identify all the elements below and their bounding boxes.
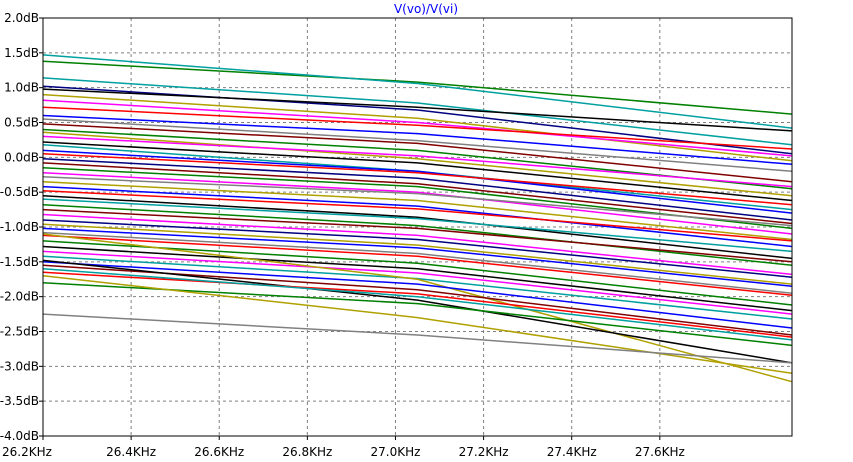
y-tick-label: 1.5dB <box>4 46 39 60</box>
series-line-47 <box>42 275 793 375</box>
series-line-31 <box>42 213 793 276</box>
series-line-26 <box>42 190 793 242</box>
series-line-23 <box>42 176 793 227</box>
series-line-36 <box>42 234 793 297</box>
series-line-37 <box>42 240 793 306</box>
y-tick-label: -3.5dB <box>0 394 39 408</box>
series-line-34 <box>42 227 793 287</box>
series-line-48 <box>42 268 793 341</box>
x-tick-label: 26.8KHz <box>282 445 332 459</box>
y-tick-label: -0.5dB <box>0 185 39 199</box>
y-tick-label: -4.0dB <box>0 429 39 443</box>
x-tick-label: 27.6KHz <box>635 445 685 459</box>
y-tick-label: -1.0dB <box>0 220 39 234</box>
series-line-1 <box>42 60 793 115</box>
x-tick-label: 26.2KHz <box>2 445 52 459</box>
series-line-41 <box>42 233 793 383</box>
series-line-20 <box>42 162 793 225</box>
series-line-11 <box>42 123 793 183</box>
series-line-15 <box>42 141 793 202</box>
series-line-10 <box>42 118 793 173</box>
series-line-6 <box>42 93 793 162</box>
series-line-25 <box>42 185 793 248</box>
y-tick-label: 1.0dB <box>4 81 39 95</box>
series-line-24 <box>42 180 793 241</box>
y-tick-label: -2.5dB <box>0 325 39 339</box>
series-line-7 <box>42 99 793 157</box>
series-line-35 <box>42 231 793 294</box>
series-line-4 <box>42 85 793 155</box>
series-line-27 <box>42 194 793 260</box>
x-axis: 26.2KHz 26.4KHz 26.6KHz 26.8KHz 27.0KHz 27.2K… <box>2 436 685 459</box>
series-line-28 <box>42 198 793 253</box>
y-tick-label: 0.5dB <box>4 116 39 130</box>
y-tick-label: -3.0dB <box>0 359 39 373</box>
y-tick-label: -2.0dB <box>0 290 39 304</box>
series-line-42 <box>42 261 793 329</box>
series-line-5 <box>42 88 793 132</box>
y-tick-label: -1.5dB <box>0 255 39 269</box>
chart-title: V(vo)/V(vi) <box>394 2 458 16</box>
series-line-2 <box>42 54 793 129</box>
series-line-3 <box>42 77 793 146</box>
series-line-29 <box>42 203 793 267</box>
series-line-22 <box>42 171 793 235</box>
series-line-30 <box>42 208 793 263</box>
series-line-33 <box>42 223 793 285</box>
y-tick-label: 2.0dB <box>4 11 39 25</box>
series-line-44 <box>42 259 793 364</box>
series-line-49 <box>42 313 793 364</box>
x-tick-label: 27.0KHz <box>371 445 421 459</box>
series-line-32 <box>42 219 793 278</box>
series-line-13 <box>42 131 793 197</box>
series-line-17 <box>42 149 793 214</box>
series-line-39 <box>42 250 793 315</box>
series-line-46 <box>42 271 793 338</box>
series-layer <box>42 54 793 383</box>
y-tick-label: 0.0dB <box>4 150 39 164</box>
x-tick-label: 26.4KHz <box>106 445 156 459</box>
x-tick-label: 27.4KHz <box>547 445 597 459</box>
x-tick-label: 26.6KHz <box>194 445 244 459</box>
series-line-18 <box>42 153 793 206</box>
series-line-9 <box>42 114 793 166</box>
series-line-19 <box>42 157 793 221</box>
series-line-14 <box>42 135 793 188</box>
y-axis: 2.0dB 1.5dB 1.0dB 0.5dB 0.0dB -0.5dB -1.0dB -1.… <box>0 11 43 443</box>
series-line-8 <box>42 106 793 150</box>
x-tick-label: 27.2KHz <box>459 445 509 459</box>
series-line-38 <box>42 245 793 312</box>
